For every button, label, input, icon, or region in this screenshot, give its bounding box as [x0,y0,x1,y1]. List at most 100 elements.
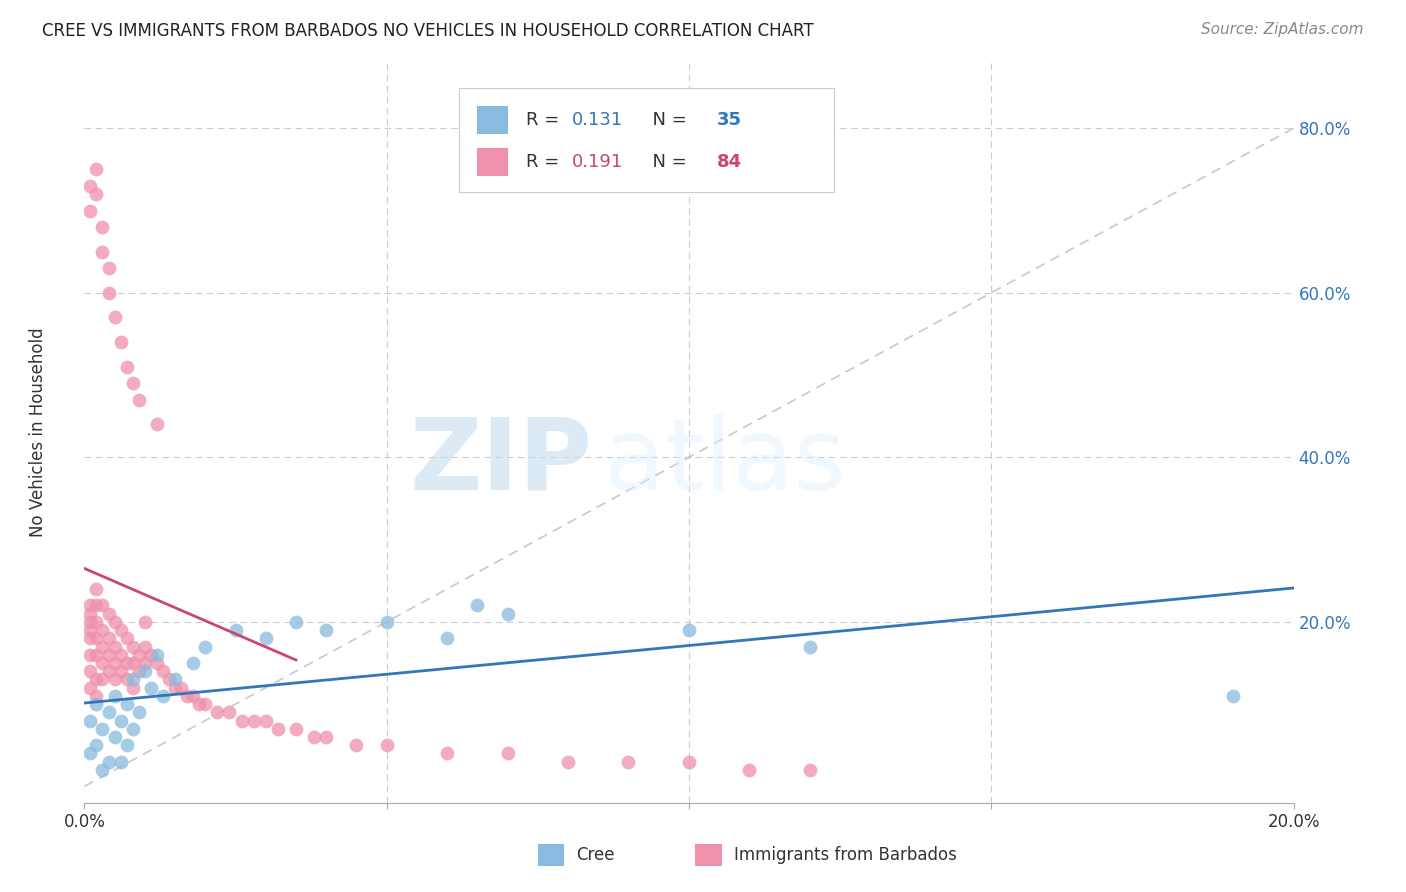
Point [375,615,398,629]
Point [86,632,108,646]
Point [134,664,156,678]
Point [104,730,127,744]
Point [267,722,290,736]
Point [128,664,150,678]
Point [176,689,198,703]
Text: N =: N = [641,153,692,171]
Point [79,714,101,728]
Point [157,673,180,687]
Point [181,689,204,703]
Point [496,747,519,761]
Point [86,697,108,711]
Text: 35: 35 [717,112,742,129]
Point [97,632,120,646]
Point [86,187,108,202]
Point [86,689,108,703]
Point [467,599,489,613]
Point [121,681,143,695]
FancyBboxPatch shape [478,106,508,135]
Text: R =: R = [526,112,565,129]
Point [79,178,101,193]
Point [738,763,761,777]
Point [121,640,143,654]
Point [104,640,127,654]
Point [110,664,132,678]
Point [139,648,162,662]
Point [165,681,187,695]
Point [436,747,458,761]
FancyBboxPatch shape [478,148,508,177]
Point [496,607,519,621]
Point [121,673,143,687]
FancyBboxPatch shape [538,844,564,866]
Point [86,673,108,687]
Point [97,755,120,769]
Point [165,673,187,687]
Point [225,623,247,637]
Point [79,632,101,646]
Point [104,689,127,703]
Point [346,738,368,752]
Point [302,730,325,744]
Point [97,648,120,662]
Point [97,261,120,276]
Point [110,755,132,769]
Point [79,599,101,613]
Text: 0.131: 0.131 [572,112,623,129]
Text: R =: R = [526,153,565,171]
Point [146,656,169,670]
Point [617,755,640,769]
Point [375,738,398,752]
Point [115,697,138,711]
Point [79,203,101,218]
Point [285,615,308,629]
Text: 84: 84 [717,153,742,171]
Point [79,681,101,695]
Point [134,640,156,654]
Point [110,714,132,728]
Text: No Vehicles in Household: No Vehicles in Household [30,327,48,538]
Point [128,648,150,662]
Point [86,599,108,613]
Point [678,623,700,637]
Point [91,219,114,234]
Point [97,607,120,621]
Point [91,599,114,613]
Point [315,730,337,744]
Text: CREE VS IMMIGRANTS FROM BARBADOS NO VEHICLES IN HOUSEHOLD CORRELATION CHART: CREE VS IMMIGRANTS FROM BARBADOS NO VEHI… [42,22,814,40]
Point [115,738,138,752]
Point [104,673,127,687]
Point [146,417,169,432]
FancyBboxPatch shape [695,844,721,866]
Point [231,714,253,728]
Point [86,615,108,629]
Text: ZIP: ZIP [409,414,592,511]
Point [91,623,114,637]
Point [91,722,114,736]
Point [79,623,101,637]
Point [134,615,156,629]
Point [110,623,132,637]
Point [79,615,101,629]
Point [1222,689,1244,703]
Point [110,335,132,350]
Point [557,755,579,769]
Text: Immigrants from Barbados: Immigrants from Barbados [734,846,956,863]
Point [110,648,132,662]
Point [91,673,114,687]
Point [188,697,211,711]
Point [242,714,264,728]
Point [104,310,127,325]
Point [128,706,150,720]
Point [121,722,143,736]
Point [97,706,120,720]
Point [181,656,204,670]
Point [79,607,101,621]
Point [86,648,108,662]
Point [104,615,127,629]
Point [254,632,277,646]
Point [115,656,138,670]
Point [97,664,120,678]
Point [91,656,114,670]
Point [115,359,138,374]
